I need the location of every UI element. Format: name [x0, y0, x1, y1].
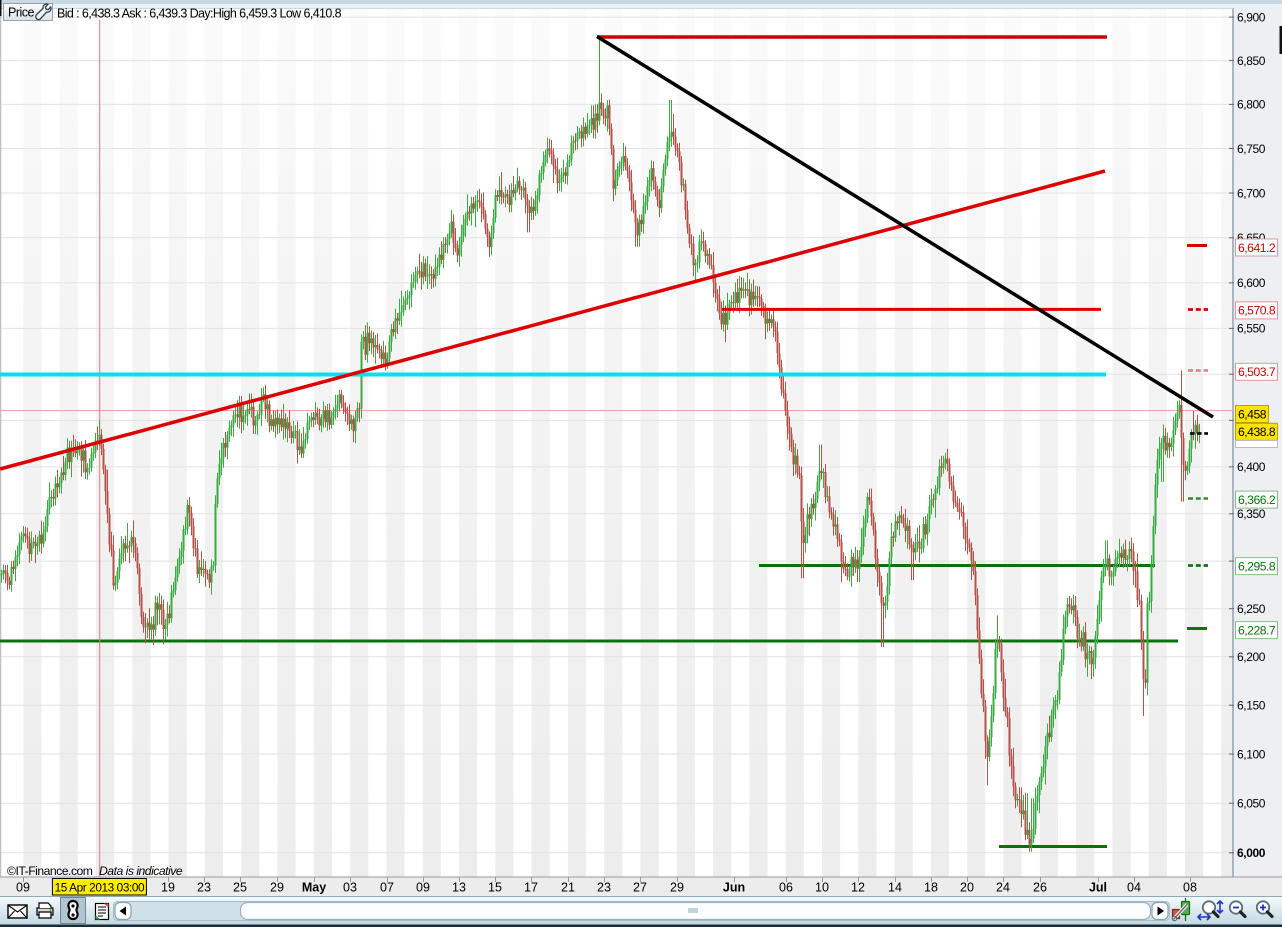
svg-text:©IT-Finance.com: ©IT-Finance.com	[7, 864, 93, 878]
svg-text:13: 13	[452, 881, 466, 895]
svg-text:23: 23	[597, 881, 611, 895]
svg-text:May: May	[302, 881, 326, 895]
svg-text:6,900: 6,900	[1237, 10, 1266, 24]
svg-text:6,000: 6,000	[1237, 846, 1266, 860]
svg-text:6,750: 6,750	[1237, 142, 1266, 156]
svg-text:6,850: 6,850	[1237, 54, 1266, 68]
svg-text:06: 06	[779, 881, 793, 895]
svg-text:Jul: Jul	[1089, 881, 1107, 895]
svg-text:6,550: 6,550	[1237, 322, 1266, 336]
svg-text:6,250: 6,250	[1237, 602, 1266, 616]
svg-text:Bid : 6,438.3 Ask : 6,439.3 Da: Bid : 6,438.3 Ask : 6,439.3 Day:High 6,4…	[57, 7, 342, 21]
svg-text:19: 19	[161, 881, 175, 895]
svg-text:03: 03	[343, 881, 357, 895]
svg-text:6,200: 6,200	[1237, 650, 1266, 664]
svg-text:09: 09	[416, 881, 430, 895]
svg-text:21: 21	[561, 881, 575, 895]
svg-text:12: 12	[851, 881, 865, 895]
svg-text:Jun: Jun	[723, 881, 745, 895]
svg-text:6,438.8: 6,438.8	[1238, 425, 1276, 439]
svg-text:29: 29	[270, 881, 284, 895]
svg-text:04: 04	[1127, 881, 1141, 895]
svg-text:18: 18	[924, 881, 938, 895]
svg-text:6,366.2: 6,366.2	[1238, 493, 1276, 507]
svg-text:Price: Price	[8, 6, 35, 20]
svg-text:17: 17	[524, 881, 538, 895]
svg-text:6,400: 6,400	[1237, 460, 1266, 474]
svg-text:26: 26	[1033, 881, 1047, 895]
svg-text:27: 27	[633, 881, 647, 895]
svg-text:10: 10	[815, 881, 829, 895]
svg-text:15: 15	[488, 881, 502, 895]
svg-text:25: 25	[233, 881, 247, 895]
svg-text:09: 09	[16, 881, 30, 895]
svg-text:6,570.8: 6,570.8	[1238, 304, 1276, 318]
svg-text:6,150: 6,150	[1237, 699, 1266, 713]
svg-text:29: 29	[670, 881, 684, 895]
svg-text:23: 23	[197, 881, 211, 895]
svg-text:6,700: 6,700	[1237, 186, 1266, 200]
svg-text:6,458: 6,458	[1238, 407, 1267, 421]
svg-text:6,503.7: 6,503.7	[1238, 365, 1276, 379]
svg-text:15 Apr 2013 03:00: 15 Apr 2013 03:00	[55, 880, 145, 894]
svg-text:6,295.8: 6,295.8	[1238, 559, 1276, 573]
svg-text:6,600: 6,600	[1237, 276, 1266, 290]
svg-text:6,350: 6,350	[1237, 507, 1266, 521]
svg-text:6,800: 6,800	[1237, 98, 1266, 112]
svg-text:6,100: 6,100	[1237, 747, 1266, 761]
svg-text:07: 07	[380, 881, 394, 895]
svg-text:14: 14	[888, 881, 902, 895]
svg-text:20: 20	[960, 881, 974, 895]
svg-text:08: 08	[1183, 881, 1197, 895]
svg-text:6,050: 6,050	[1237, 797, 1266, 811]
svg-text:24: 24	[996, 881, 1010, 895]
svg-text:6,228.7: 6,228.7	[1238, 623, 1276, 637]
svg-text:6,641.2: 6,641.2	[1238, 241, 1276, 255]
svg-text:Data is indicative: Data is indicative	[99, 864, 183, 878]
